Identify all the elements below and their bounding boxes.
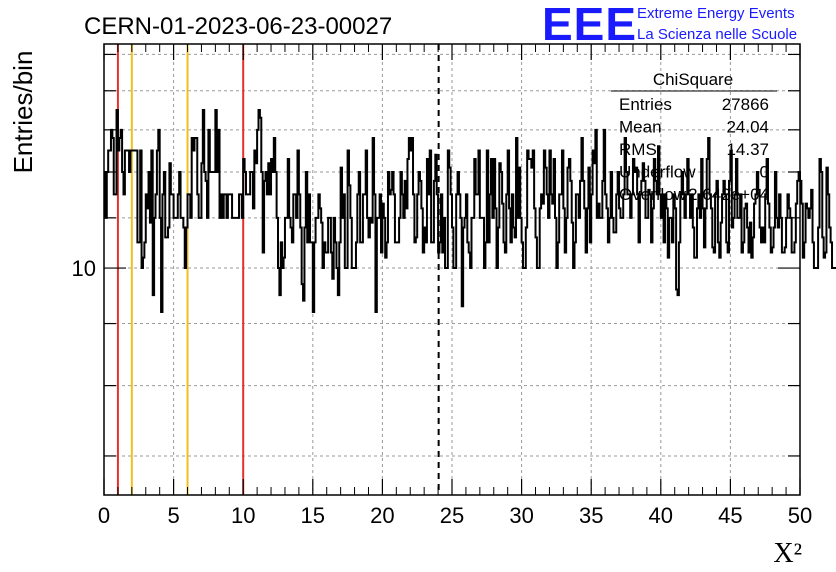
x-tick-label: 0 <box>98 503 110 528</box>
x-tick-label: 25 <box>440 503 464 528</box>
stats-row-label: Underflow <box>619 163 696 182</box>
grid <box>104 44 800 495</box>
x-tick-label: 50 <box>788 503 812 528</box>
x-tick-label: 40 <box>649 503 673 528</box>
stats-row-value: 2.642e+04 <box>688 185 769 204</box>
stats-row-label: Overflow <box>619 185 687 204</box>
x-tick-label: 30 <box>509 503 533 528</box>
x-tick-label: 10 <box>231 503 255 528</box>
x-tick-label: 45 <box>718 503 742 528</box>
stats-row-label: RMS <box>619 140 657 159</box>
axis-ticks <box>103 44 801 495</box>
chart-title: CERN-01-2023-06-23-00027 <box>84 13 392 40</box>
x-tick-label: 20 <box>370 503 394 528</box>
y-tick-labels: 10 <box>72 256 96 281</box>
stats-rows: Entries 27866 Mean 24.04 RMS 14.37 Underflow 0 O… <box>619 95 769 204</box>
x-tick-label: 35 <box>579 503 603 528</box>
stats-row-value: 14.37 <box>726 140 769 159</box>
stats-row-label: Entries <box>619 95 672 114</box>
x-tick-labels: 0 5 10 15 20 25 30 35 40 45 50 <box>98 503 812 528</box>
y-tick-label: 10 <box>72 256 96 281</box>
stats-row-value: 24.04 <box>726 118 769 137</box>
x-axis-label: X² <box>773 538 802 569</box>
stats-row-value: 0 <box>760 163 769 182</box>
x-tick-label: 5 <box>167 503 179 528</box>
logo-line-1: Extreme Energy Events <box>637 5 795 22</box>
logo-line-2: La Scienza nelle Scuole <box>637 26 797 43</box>
histogram-series <box>104 108 836 313</box>
stats-row-value: 27866 <box>722 95 769 114</box>
reference-lines <box>116 44 440 495</box>
x-tick-label: 15 <box>301 503 325 528</box>
y-axis-label: Entries/bin <box>8 51 38 174</box>
stats-box: ChiSquare Entries 27866 Mean 24.04 RMS 14.37 U… <box>611 70 777 204</box>
logo-mark: EEE <box>542 0 637 50</box>
eee-logo: EEE Extreme Energy Events La Scienza nel… <box>542 0 797 50</box>
stats-title: ChiSquare <box>653 70 733 89</box>
stats-row-label: Mean <box>619 118 662 137</box>
